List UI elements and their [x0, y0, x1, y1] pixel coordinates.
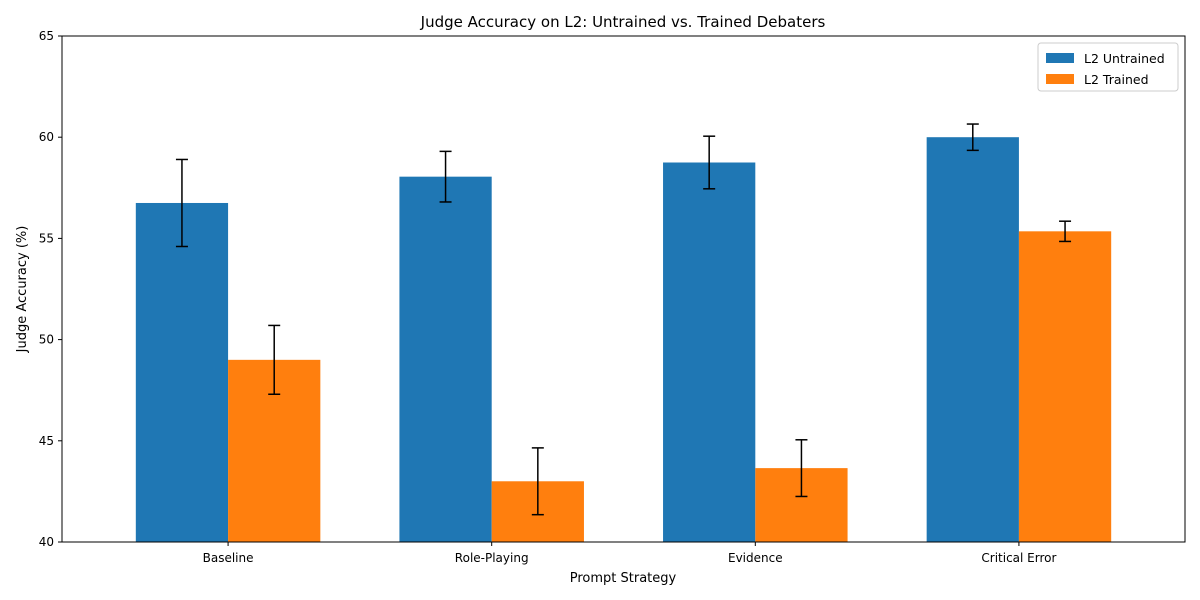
- error-bar: [531, 447, 544, 516]
- bar-l2-untrained-baseline: [135, 202, 229, 543]
- bar-l2-trained-critical-error: [1018, 231, 1112, 543]
- error-bar: [439, 150, 452, 203]
- x-tick-label: Evidence: [728, 551, 783, 565]
- y-tick-label: 55: [39, 231, 54, 245]
- plot-area: 40 45 50 55 60 65 Baseline Role-Playing Evidence…: [39, 29, 1186, 565]
- y-tick-label: 40: [39, 535, 54, 549]
- y-tick-label: 50: [39, 333, 54, 347]
- error-bar: [1059, 220, 1072, 243]
- x-tick-label: Critical Error: [981, 551, 1056, 565]
- bar-l2-untrained-evidence: [663, 162, 756, 542]
- error-bar: [703, 135, 716, 190]
- x-tick-label: Baseline: [203, 551, 254, 565]
- error-bar: [966, 123, 979, 152]
- legend-label: L2 Trained: [1084, 72, 1149, 87]
- error-bar: [268, 324, 281, 395]
- bar-l2-untrained-role-playing: [399, 176, 492, 542]
- y-tick-label: 45: [39, 434, 54, 448]
- error-bar: [175, 158, 188, 248]
- legend-swatch: [1046, 53, 1074, 63]
- legend-label: L2 Untrained: [1084, 51, 1165, 66]
- legend-swatch: [1046, 74, 1074, 84]
- x-axis-title: Prompt Strategy: [570, 571, 677, 586]
- x-tick-label: Role-Playing: [455, 551, 529, 565]
- y-tick-label: 60: [39, 130, 54, 144]
- legend: L2 Untrained L2 Trained: [1037, 42, 1179, 92]
- y-axis-title: Judge Accuracy (%): [15, 226, 30, 354]
- chart-title: Judge Accuracy on L2: Untrained vs. Trai…: [420, 13, 826, 31]
- bar-l2-untrained-critical-error: [926, 137, 1019, 542]
- error-bar: [795, 439, 808, 498]
- y-tick-label: 65: [39, 29, 54, 43]
- plot-frame: [61, 35, 1186, 543]
